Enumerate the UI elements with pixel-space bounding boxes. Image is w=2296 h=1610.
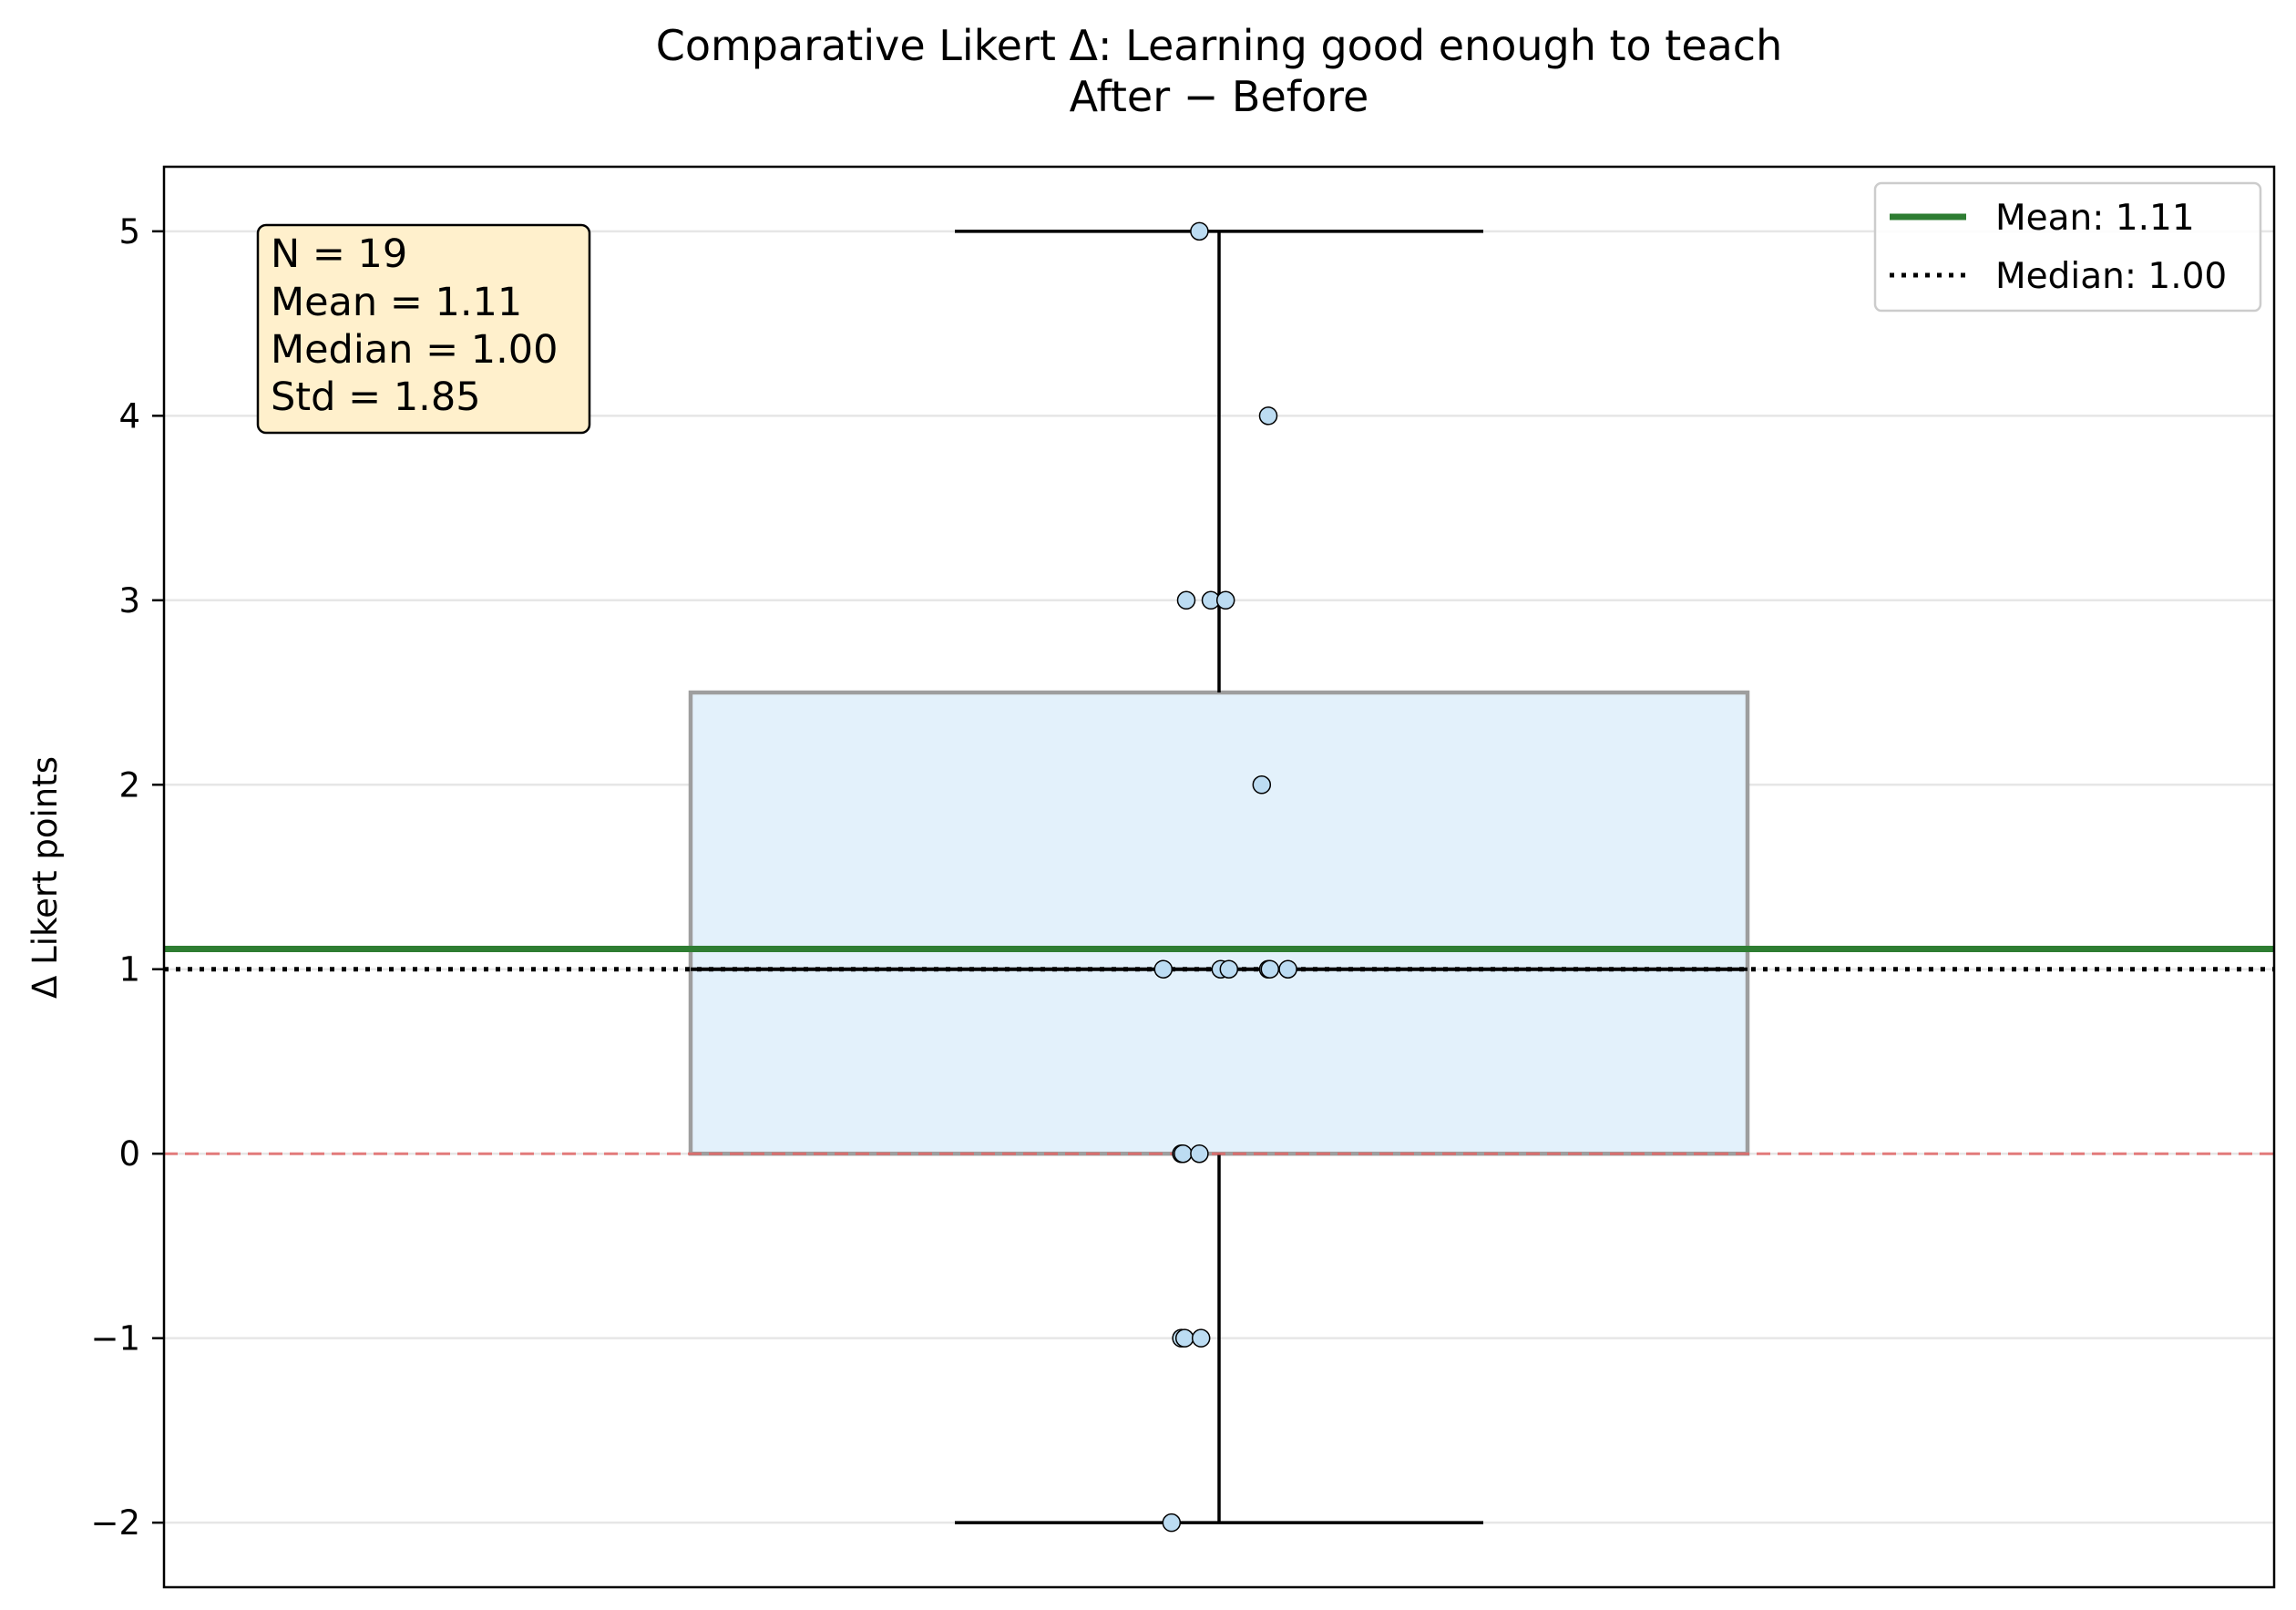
data-point [1190, 221, 1209, 241]
legend-median-label: Median: 1.00 [1995, 256, 2227, 297]
box-plot [688, 230, 1750, 1524]
stats-line-n: N = 19 [271, 231, 407, 277]
data-point [1191, 1328, 1211, 1348]
data-point [1176, 590, 1196, 610]
y-tick-label: 4 [118, 396, 140, 436]
chart-title: Comparative Likert Δ: Learning good enou… [656, 21, 1783, 121]
data-point [1174, 1328, 1194, 1348]
box-iqr [688, 690, 1750, 1156]
y-tick-label: 0 [118, 1134, 140, 1174]
legend: Mean: 1.11 Median: 1.00 [1873, 181, 2262, 313]
y-tick-label: −1 [90, 1319, 140, 1359]
y-tick-label: −2 [90, 1503, 140, 1543]
y-tick-label: 2 [118, 765, 140, 805]
data-point [1215, 590, 1235, 610]
data-point [1278, 959, 1297, 979]
data-point [1162, 1513, 1182, 1533]
data-point [1258, 406, 1278, 426]
chart-title-line2: After − Before [1070, 72, 1369, 121]
y-axis: −2 −1 0 1 2 3 4 5 [90, 212, 164, 1543]
data-point [1190, 1143, 1209, 1164]
stats-line-mean: Mean = 1.11 [271, 280, 522, 325]
legend-mean-label: Mean: 1.11 [1995, 198, 2195, 239]
stats-line-std: Std = 1.85 [271, 374, 481, 420]
y-axis-label: Δ Likert points [26, 756, 65, 999]
data-point [1260, 959, 1280, 979]
stats-box-background [256, 223, 591, 435]
y-tick-label: 3 [118, 581, 140, 620]
y-tick-label: 1 [118, 950, 140, 990]
data-points [1153, 221, 1297, 1533]
data-point [1174, 1143, 1193, 1164]
plot-frame [162, 165, 2276, 1589]
stats-line-median: Median = 1.00 [271, 327, 559, 373]
y-tick-label: 5 [118, 212, 140, 251]
stats-box: N = 19 Mean = 1.11 Median = 1.00 Std = 1… [256, 223, 591, 435]
data-point [1219, 959, 1239, 979]
chart-title-line1: Comparative Likert Δ: Learning good enou… [656, 21, 1783, 70]
data-point [1252, 775, 1272, 795]
legend-frame [1873, 181, 2262, 313]
data-point [1153, 959, 1174, 979]
